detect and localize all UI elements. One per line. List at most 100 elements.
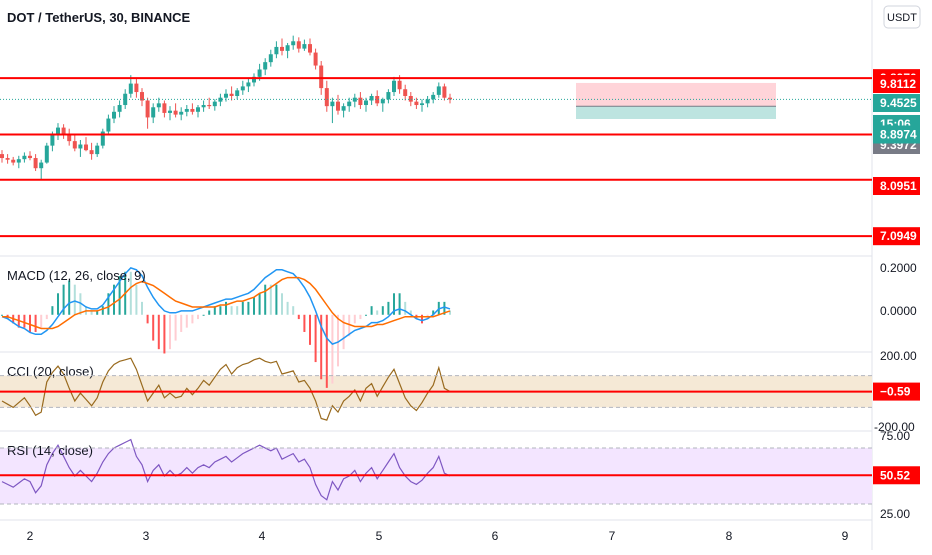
candle-body [134,83,139,93]
candle-body [67,134,72,142]
macd-histogram-bar [225,301,227,315]
candle-body [274,46,279,55]
candle-body [50,135,55,146]
candle-body [207,105,212,107]
candle-body [246,82,251,87]
macd-histogram-bar [174,314,177,341]
candle-body [106,118,111,132]
time-axis[interactable]: 2 3 4 5 6 7 8 9 [27,529,849,543]
macd-line [1,267,451,345]
macd-histogram-bar [152,314,155,341]
macd-histogram-bar [404,301,407,315]
macd-histogram-bar [281,293,283,315]
candle-body [179,111,184,115]
candle-body [268,54,273,63]
macd-histogram-bar [359,314,362,320]
svg-text:50.52: 50.52 [880,468,910,482]
macd-histogram-bar [297,314,300,320]
macd-histogram-bar [449,310,451,315]
macd-histogram-bar [443,301,446,315]
svg-text:7.0949: 7.0949 [880,229,917,243]
macd-histogram-bar [286,301,289,315]
macd-histogram-bar [421,314,423,324]
candle-body [240,86,245,91]
candles [0,35,452,180]
candle-body [369,96,374,101]
candle-body [173,110,178,115]
candle-body [302,44,307,49]
candle-body [22,155,27,160]
macd-histogram-bar [381,306,384,315]
svg-text:9.8112: 9.8112 [880,77,916,91]
macd-histogram-bar [90,310,93,315]
macd-histogram-bar [365,314,367,316]
macd-histogram-bar [62,284,65,315]
candle-body [196,107,200,112]
candle-body [168,110,172,113]
price-tag-level-low: 8.0951 [873,177,920,195]
price-tag-last-price: 9.4525 [873,94,920,112]
candle-body [442,86,447,98]
macd-histogram-bar [292,306,295,315]
candle-body [386,92,391,100]
time-axis-tick: 2 [27,529,34,543]
candle-body [336,101,340,111]
candle-body [319,65,324,89]
candle-body [184,108,189,112]
macd-histogram-bar [387,301,390,315]
candle-body [140,92,144,101]
svg-text:8.8974: 8.8974 [880,128,917,142]
time-axis-tick: 9 [842,529,849,543]
macd-histogram-bar [314,314,317,363]
macd-histogram-bar [393,293,395,315]
macd-histogram-bar [309,314,311,345]
macd-histogram-bar [141,301,143,315]
macd-histogram-bar [118,276,121,315]
candle-body [61,127,66,135]
macd-histogram-bar [269,284,272,315]
candle-body [72,141,77,149]
candle-body [89,150,94,155]
svg-text:8.0951: 8.0951 [880,179,917,193]
candle-body [436,86,441,95]
macd-histogram-bar [208,310,211,315]
macd-histogram-bar [353,314,356,324]
candle-body [341,106,346,111]
long-position-tool[interactable] [576,82,776,119]
macd-histogram-bar [51,306,54,315]
macd-histogram-bar [376,310,379,315]
candle-body [162,103,167,113]
candle-body [308,44,312,53]
candle-body [100,131,105,146]
position-profit-zone[interactable] [576,82,776,107]
macd-histogram-bar [398,293,401,315]
macd-histogram-bar [337,314,339,367]
price-tag-level-bottom: 7.0949 [873,227,920,246]
macd-histogram-bar [191,314,194,324]
candle-body [285,45,290,51]
position-stop-zone[interactable] [576,106,776,119]
macd-histogram-bar [29,314,31,332]
macd-histogram-bar [40,314,43,328]
macd-histogram-bar [247,301,250,315]
candle-body [84,144,88,151]
macd-histogram-bar [45,314,48,320]
macd-histogram-bar [163,314,166,354]
cci-pane-label: CCI (20, close) [7,364,94,379]
rsi-pane-label: RSI (14, close) [7,443,93,458]
macd-histogram-bar [113,284,115,315]
macd-histogram-bar [146,314,149,324]
candle-body [229,93,234,96]
candle-body [408,96,413,102]
candle-body [218,97,223,102]
candle-body [11,159,16,163]
currency-button[interactable]: USDT [883,5,921,29]
macd-histogram-bar [342,314,345,350]
macd-histogram-bar [107,293,110,315]
macd-histogram-bar [258,293,261,315]
horizontal-levels[interactable] [0,77,872,238]
candle-body [201,105,206,108]
macd-histogram-bar [197,314,199,320]
